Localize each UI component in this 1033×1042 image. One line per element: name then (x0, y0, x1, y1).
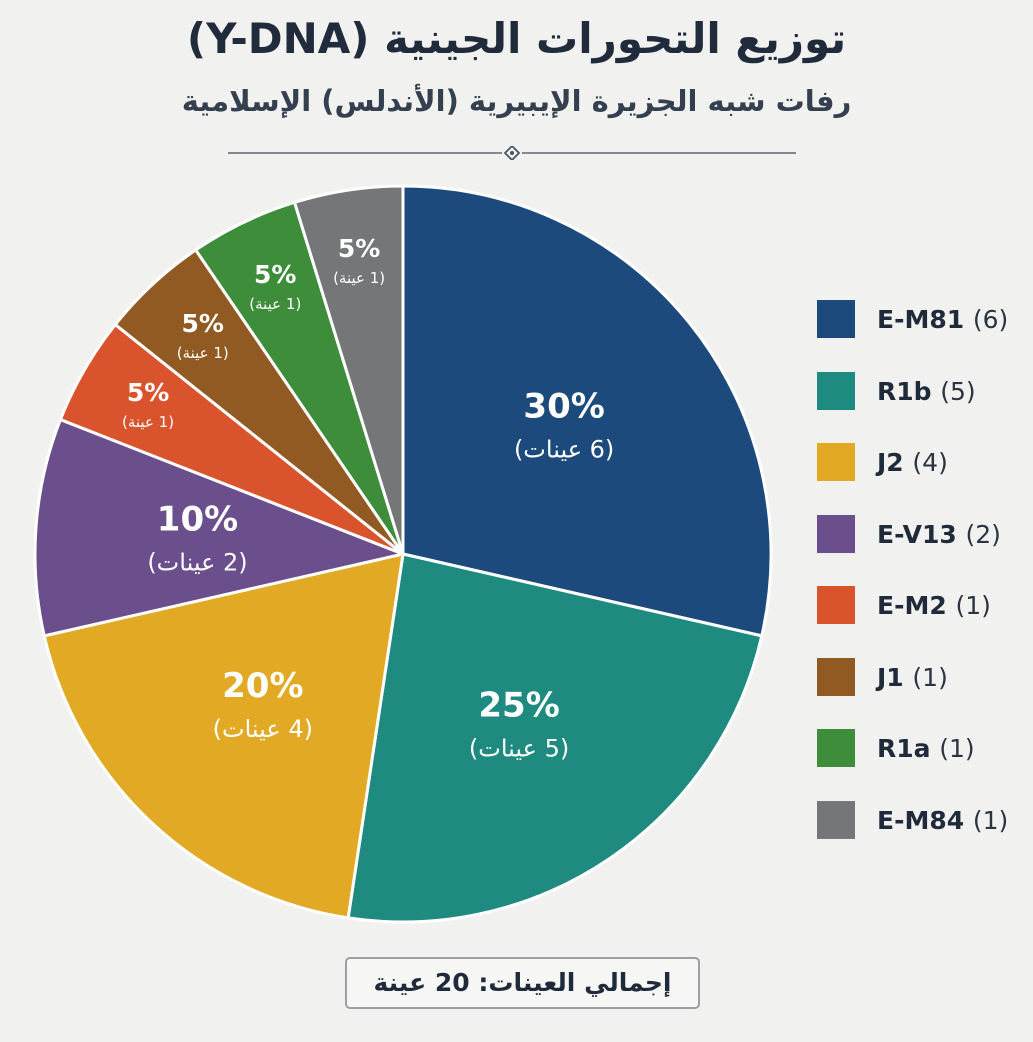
total-samples-box: إجمالي العينات: 20 عينة (345, 957, 700, 1009)
legend-count: (6) (972, 305, 1009, 334)
title-divider (228, 146, 796, 160)
slice-sample-label: (6 عينات) (514, 436, 614, 464)
legend-label: J2 (4) (877, 448, 948, 477)
slice-percent-label: 5% (254, 260, 296, 289)
diamond-ornament-icon (503, 146, 521, 160)
slice-percent-label: 5% (338, 234, 380, 263)
legend-label: E-V13 (2) (877, 520, 1001, 549)
slice-sample-label: (1 عينة) (249, 295, 301, 313)
legend-count: (1) (912, 662, 948, 692)
legend-count: (1) (955, 591, 991, 620)
legend-swatch (817, 300, 855, 338)
slice-sample-label: (1 عينة) (177, 344, 229, 362)
pie-slice-j2 (42, 552, 405, 920)
legend-label: E-M81 (6) (877, 305, 1008, 334)
legend-item-e-m84: E-M84 (1) (817, 800, 1027, 839)
legend-haplogroup-name: E-M2 (877, 591, 956, 620)
legend-label: E-M2 (1) (877, 591, 991, 620)
legend-item-e-v13: E-V13 (2) (817, 514, 1027, 553)
slice-sample-label: (1 عينة) (333, 269, 385, 287)
legend-item-r1b: R1b (5) (817, 371, 1027, 410)
slice-percent-label: 5% (182, 309, 224, 338)
legend-swatch (817, 729, 855, 767)
slice-sample-label: (1 عينة) (122, 413, 174, 431)
chart-subtitle: رفات شبه الجزيرة الإيبيرية (الأندلس) الإ… (181, 84, 852, 118)
pie-slice-r1b (346, 552, 764, 924)
pie-slice-labels: 30% (6 عينات) 25% (5 عينات) 20% (4 عينات) 10% (… (122, 234, 614, 762)
slice-percent-label: 5% (127, 378, 169, 407)
legend-item-j2: J2 (4) (817, 443, 1027, 481)
legend-haplogroup-name: E-V13 (877, 519, 966, 549)
legend-count: (4) (912, 448, 948, 477)
chart-title: توزيع التحورات الجينية (Y-DNA) (186, 14, 847, 63)
legend-swatch (817, 657, 855, 696)
legend-item-j1: J1 (1) (817, 657, 1027, 696)
slice-percent-label: 25% (478, 685, 559, 725)
legend-swatch (817, 371, 855, 410)
legend-item-e-m81: E-M81 (6) (817, 300, 1027, 338)
legend-count: (2) (965, 519, 1001, 549)
legend-haplogroup-name: E-M81 (877, 305, 973, 334)
legend-label: R1b (5) (877, 377, 976, 406)
legend-item-e-m2: E-M2 (1) (817, 586, 1027, 624)
legend-haplogroup-name: J2 (877, 448, 913, 477)
legend-item-r1a: R1a (1) (817, 729, 1027, 767)
slice-sample-label: (5 عينات) (469, 734, 569, 762)
slice-percent-label: 20% (222, 666, 303, 706)
legend-label: E-M84 (1) (877, 806, 1008, 835)
legend-swatch (817, 514, 855, 553)
legend-swatch (817, 443, 855, 481)
slice-percent-label: 30% (523, 387, 604, 427)
pie-slices (33, 184, 773, 924)
legend-label: R1a (1) (877, 734, 975, 763)
slice-sample-label: (4 عينات) (213, 715, 313, 743)
legend-count: (5) (940, 376, 976, 406)
legend-haplogroup-name: J1 (877, 662, 913, 692)
legend-swatch (817, 800, 855, 839)
legend-swatch (817, 586, 855, 624)
slice-percent-label: 10% (157, 500, 238, 540)
legend-label: J1 (1) (877, 663, 948, 692)
pie-slice-e-m84 (293, 184, 405, 556)
legend-haplogroup-name: R1b (877, 376, 941, 406)
pie-slice-e-v13 (33, 418, 405, 638)
legend-count: (1) (972, 805, 1009, 835)
legend-haplogroup-name: E-M84 (877, 805, 973, 835)
legend-count: (1) (939, 734, 975, 763)
slice-sample-label: (2 عينات) (147, 549, 247, 577)
pie-slice-e-m81 (401, 184, 773, 638)
legend-haplogroup-name: R1a (877, 734, 940, 763)
